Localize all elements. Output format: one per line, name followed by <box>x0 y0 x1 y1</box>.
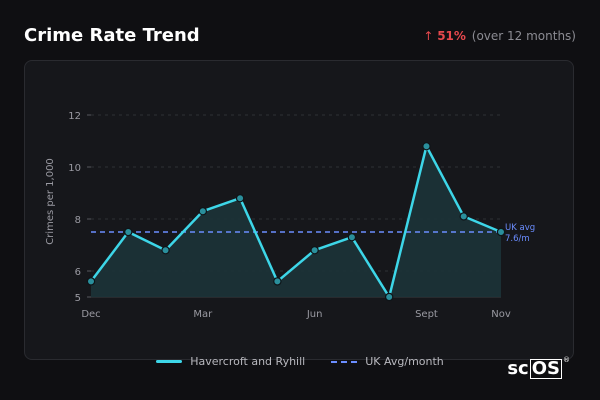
x-tick-label-nov: Nov <box>491 309 511 320</box>
legend: Havercroft and Ryhill UK Avg/month <box>0 355 600 368</box>
logo-registered: ® <box>563 355 570 364</box>
trend-change: ↑ 51% (over 12 months) <box>423 29 576 43</box>
y-axis-title: Crimes per 1,000 <box>45 158 56 245</box>
uk-average-value: 7.6/m <box>505 234 530 244</box>
y-tick-label-5: 5 <box>75 293 81 304</box>
data-point-6 <box>310 245 319 255</box>
brand-logo: sc OS ® <box>507 355 570 380</box>
legend-swatch-average <box>331 360 358 363</box>
legend-item-average[interactable]: UK Avg/month <box>331 355 444 368</box>
x-tick-label-mar: Mar <box>193 309 213 320</box>
area-fill <box>91 146 501 297</box>
x-tick-label-jun: Jun <box>306 309 323 320</box>
change-percent: 51% <box>437 29 466 43</box>
data-point-10 <box>459 212 468 221</box>
legend-swatch-series <box>156 360 183 363</box>
y-tick-label-6: 6 <box>75 267 81 278</box>
series-area <box>91 146 501 297</box>
uk-average-label: UK avg <box>505 223 535 233</box>
data-point-5 <box>273 277 282 286</box>
data-point-7 <box>347 232 357 242</box>
chart-panel <box>24 60 574 360</box>
y-tick-label-8: 8 <box>75 215 81 226</box>
logo-prefix: sc <box>507 358 529 379</box>
logo-boxed: OS <box>529 357 562 379</box>
change-period: (over 12 months) <box>471 29 576 43</box>
data-point-3 <box>198 206 208 216</box>
legend-label-average: UK Avg/month <box>365 355 444 368</box>
x-tick-label-sept: Sept <box>415 309 438 320</box>
axis-labels: 5 6 8 10 12 Dec Mar Jun Sept Nov Crimes per 1,000 <box>45 111 511 320</box>
legend-label-series: Havercroft and Ryhill <box>190 355 306 368</box>
series-line <box>90 144 502 299</box>
page-title: Crime Rate Trend <box>24 25 200 46</box>
data-points <box>86 141 506 302</box>
data-point-11 <box>496 227 506 237</box>
data-point-1 <box>124 227 133 237</box>
data-point-4 <box>235 193 245 203</box>
x-tick-label-dec: Dec <box>81 309 100 320</box>
data-point-2 <box>161 245 170 255</box>
legend-item-series[interactable]: Havercroft and Ryhill <box>156 355 305 368</box>
y-tick-label-10: 10 <box>68 163 81 174</box>
arrow-up-icon: ↑ <box>423 29 434 43</box>
data-point-0 <box>86 277 96 286</box>
y-tick-label-12: 12 <box>68 111 81 122</box>
series-line-path <box>90 144 502 299</box>
data-point-8 <box>384 292 394 302</box>
data-point-9 <box>422 141 431 151</box>
